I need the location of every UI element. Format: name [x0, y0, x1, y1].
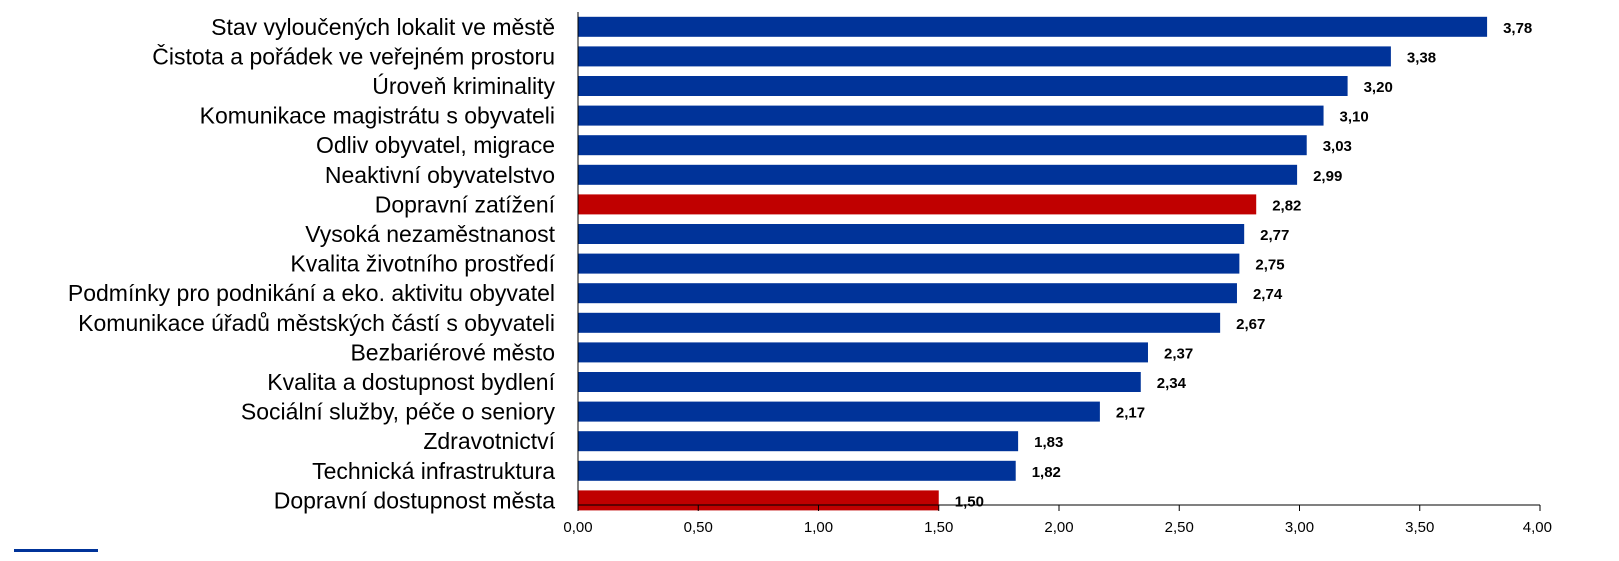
value-label-12: 2,34 — [1157, 375, 1187, 392]
value-label-2: 3,20 — [1364, 79, 1393, 96]
x-tick-label-2: 1,00 — [804, 519, 833, 536]
value-labels: 3,78 3,38 3,20 3,10 3,03 2,99 2,82 2,77 2,75 2,74… — [955, 20, 1533, 511]
value-label-16: 1,50 — [955, 493, 984, 510]
x-axis: 0,00 0,50 1,00 1,50 2,00 2,50 3,00 3,50 4,00 — [14, 12, 1552, 552]
bar-9 — [578, 283, 1237, 304]
category-label-1: Čistota a pořádek ve veřejném prostoru — [152, 42, 555, 69]
x-tick-label-8: 4,00 — [1523, 519, 1552, 536]
value-label-3: 3,10 — [1340, 109, 1369, 126]
x-tick-label-7: 3,50 — [1405, 519, 1434, 536]
bar-6 — [578, 194, 1257, 215]
value-label-11: 2,37 — [1164, 345, 1193, 362]
bar-12 — [578, 372, 1141, 392]
category-label-14: Zdravotnictví — [423, 428, 555, 454]
category-label-9: Podmínky pro podnikání a eko. aktivitu o… — [68, 280, 555, 306]
category-label-5: Neaktivní obyvatelstvo — [325, 162, 555, 188]
value-label-14: 1,83 — [1034, 434, 1063, 451]
value-label-9: 2,74 — [1253, 286, 1283, 303]
x-tick-label-0: 0,00 — [563, 519, 592, 536]
legend-swatch — [14, 549, 98, 552]
bar-3 — [578, 105, 1324, 126]
bar-4 — [578, 135, 1307, 156]
x-tick-label-3: 1,50 — [924, 519, 953, 536]
value-label-7: 2,77 — [1260, 227, 1289, 244]
value-label-5: 2,99 — [1313, 168, 1342, 185]
category-label-3: Komunikace magistrátu s obyvateli — [200, 103, 555, 129]
bar-7 — [578, 224, 1245, 244]
value-label-10: 2,67 — [1236, 316, 1265, 333]
category-label-16: Dopravní dostupnost města — [274, 487, 555, 513]
bar-13 — [578, 401, 1100, 422]
bar-15 — [578, 460, 1016, 481]
category-label-12: Kvalita a dostupnost bydlení — [267, 369, 555, 395]
category-label-2: Úroveň kriminality — [372, 73, 555, 99]
bar-11 — [578, 342, 1148, 363]
category-label-11: Bezbariérové město — [350, 339, 555, 365]
bar-0 — [578, 16, 1488, 37]
x-tick-label-1: 0,50 — [684, 519, 713, 536]
category-label-6: Dopravní zatížení — [375, 191, 556, 217]
category-label-0: Stav vyloučených lokalit ve městě — [211, 14, 555, 40]
x-tick-label-4: 2,00 — [1044, 519, 1073, 536]
bar-16 — [578, 490, 939, 511]
x-tick-label-6: 3,00 — [1285, 519, 1314, 536]
bar-2 — [578, 76, 1348, 96]
value-label-13: 2,17 — [1116, 405, 1145, 422]
bar-8 — [578, 253, 1240, 274]
value-label-1: 3,38 — [1407, 49, 1436, 66]
bar-14 — [578, 431, 1019, 452]
value-label-4: 3,03 — [1323, 138, 1352, 155]
x-tick-label-5: 2,50 — [1165, 519, 1194, 536]
category-label-7: Vysoká nezaměstnanost — [305, 221, 555, 247]
category-label-4: Odliv obyvatel, migrace — [316, 132, 555, 158]
category-labels: Stav vyloučených lokalit ve městěČistota… — [68, 14, 556, 514]
value-label-15: 1,82 — [1032, 464, 1061, 481]
bar-5 — [578, 164, 1298, 185]
category-label-13: Sociální služby, péče o seniory — [241, 399, 556, 425]
bars-group — [578, 16, 1488, 511]
value-label-0: 3,78 — [1503, 20, 1532, 37]
category-label-10: Komunikace úřadů městských částí s obyva… — [78, 310, 555, 336]
value-label-8: 2,75 — [1255, 257, 1284, 274]
category-label-8: Kvalita životního prostředí — [290, 251, 555, 277]
category-label-15: Technická infrastruktura — [312, 458, 555, 484]
bar-10 — [578, 312, 1221, 333]
value-label-6: 2,82 — [1272, 197, 1301, 214]
bar-1 — [578, 46, 1391, 67]
